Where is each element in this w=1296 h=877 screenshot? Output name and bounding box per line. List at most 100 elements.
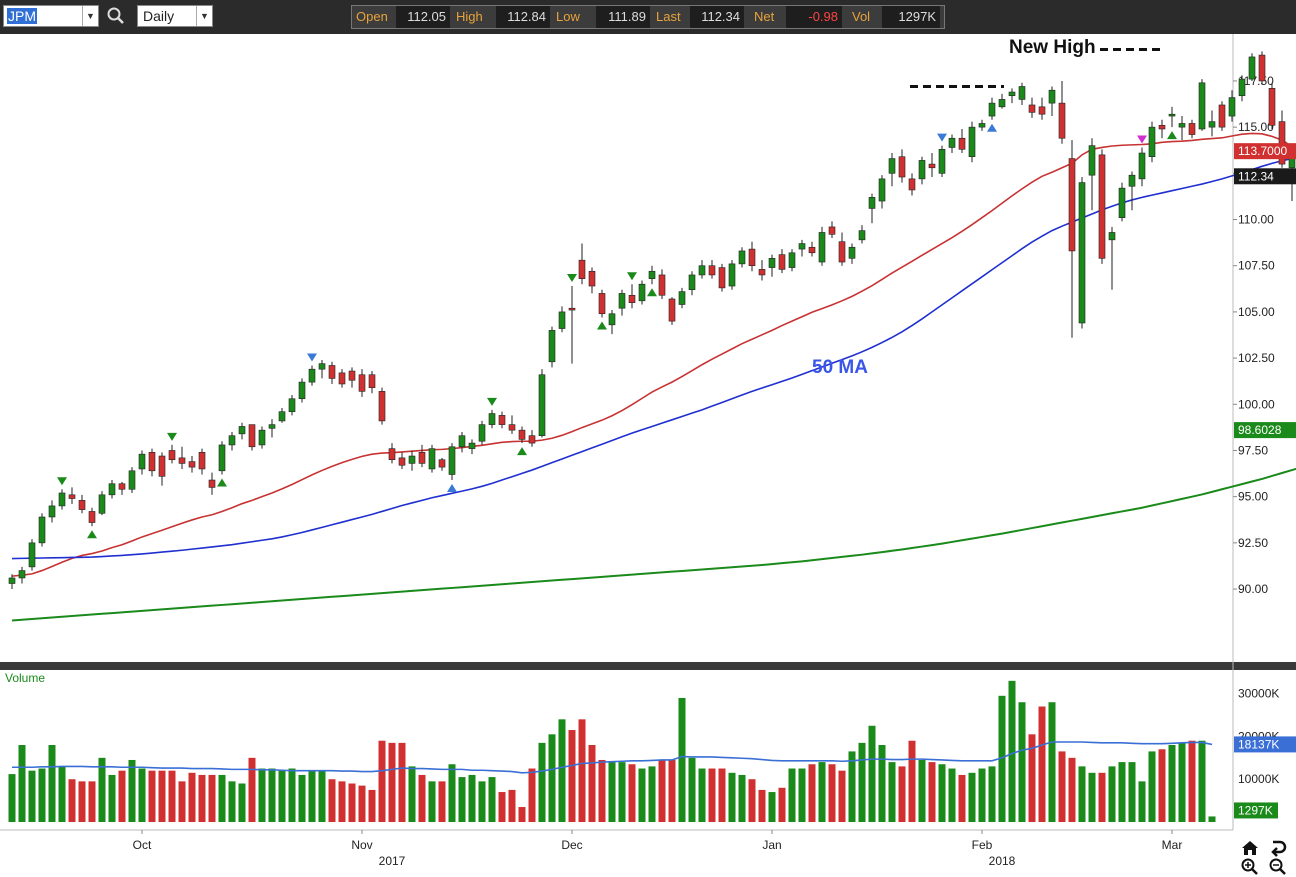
volume-bar[interactable] bbox=[1098, 772, 1106, 822]
candle[interactable] bbox=[298, 381, 306, 400]
symbol-dropdown-icon[interactable]: ▼ bbox=[82, 6, 98, 26]
volume-bar[interactable] bbox=[368, 789, 376, 822]
candle[interactable] bbox=[88, 511, 96, 523]
candle[interactable] bbox=[928, 163, 936, 169]
volume-bar[interactable] bbox=[638, 768, 646, 822]
candle[interactable] bbox=[498, 415, 506, 425]
candle[interactable] bbox=[1278, 121, 1286, 165]
volume-bar[interactable] bbox=[948, 768, 956, 822]
candle[interactable] bbox=[328, 365, 336, 379]
interval-dropdown-icon[interactable]: ▼ bbox=[196, 6, 212, 26]
candle[interactable] bbox=[28, 542, 36, 568]
candle[interactable] bbox=[558, 311, 566, 329]
candle[interactable] bbox=[618, 293, 626, 309]
candle[interactable] bbox=[358, 374, 366, 392]
candle[interactable] bbox=[538, 374, 546, 436]
candle[interactable] bbox=[78, 500, 86, 510]
volume-bar[interactable] bbox=[758, 789, 766, 822]
volume-bar[interactable] bbox=[198, 774, 206, 822]
candle[interactable] bbox=[868, 197, 876, 209]
volume-bar[interactable] bbox=[298, 774, 306, 822]
candle[interactable] bbox=[428, 448, 436, 470]
zoom-out-icon[interactable] bbox=[1268, 857, 1288, 877]
candle[interactable] bbox=[208, 479, 216, 488]
candle[interactable] bbox=[1188, 123, 1196, 135]
volume-bar[interactable] bbox=[698, 768, 706, 822]
candle[interactable] bbox=[308, 368, 316, 383]
volume-bar[interactable] bbox=[738, 774, 746, 822]
volume-bar[interactable] bbox=[228, 781, 236, 822]
candle[interactable] bbox=[858, 230, 866, 241]
volume-bar[interactable] bbox=[1058, 751, 1066, 822]
volume-bar[interactable] bbox=[1028, 734, 1036, 822]
candle[interactable] bbox=[938, 149, 946, 174]
candle[interactable] bbox=[1238, 78, 1246, 97]
candle[interactable] bbox=[718, 267, 726, 289]
candle[interactable] bbox=[1178, 123, 1186, 128]
volume-bar[interactable] bbox=[248, 757, 256, 822]
candle[interactable] bbox=[178, 457, 186, 464]
volume-bar[interactable] bbox=[318, 770, 326, 822]
candle[interactable] bbox=[658, 274, 666, 296]
home-icon[interactable] bbox=[1240, 838, 1260, 858]
volume-bar[interactable] bbox=[898, 766, 906, 822]
candle[interactable] bbox=[888, 158, 896, 174]
candle[interactable] bbox=[1268, 88, 1276, 126]
candle[interactable] bbox=[478, 424, 486, 442]
volume-bar[interactable] bbox=[978, 768, 986, 822]
volume-bar[interactable] bbox=[958, 774, 966, 822]
candle[interactable] bbox=[848, 246, 856, 259]
candle[interactable] bbox=[778, 254, 786, 270]
candle[interactable] bbox=[48, 505, 56, 518]
candle[interactable] bbox=[688, 274, 696, 291]
undo-icon[interactable] bbox=[1268, 838, 1288, 858]
candle[interactable] bbox=[368, 374, 376, 388]
volume-bar[interactable] bbox=[628, 764, 636, 822]
candle[interactable] bbox=[1138, 152, 1146, 180]
volume-bar[interactable] bbox=[598, 759, 606, 822]
symbol-input[interactable]: JPM ▼ bbox=[3, 5, 99, 27]
candle[interactable] bbox=[518, 429, 526, 440]
volume-bar[interactable] bbox=[478, 781, 486, 822]
candle[interactable] bbox=[168, 450, 176, 461]
volume-bar[interactable] bbox=[348, 783, 356, 823]
candle[interactable] bbox=[578, 259, 586, 279]
volume-bar[interactable] bbox=[108, 774, 116, 822]
volume-bar[interactable] bbox=[818, 762, 826, 822]
volume-bar[interactable] bbox=[1048, 702, 1056, 822]
candle[interactable] bbox=[438, 459, 446, 468]
candle[interactable] bbox=[1048, 89, 1056, 104]
candle[interactable] bbox=[128, 470, 136, 490]
candle[interactable] bbox=[1028, 104, 1036, 113]
volume-bar[interactable] bbox=[428, 781, 436, 822]
volume-bar[interactable] bbox=[748, 779, 756, 822]
volume-bar[interactable] bbox=[8, 774, 16, 822]
candle[interactable] bbox=[158, 455, 166, 477]
candle[interactable] bbox=[948, 137, 956, 148]
candle[interactable] bbox=[668, 298, 676, 322]
candle[interactable] bbox=[1078, 182, 1086, 324]
volume-bar[interactable] bbox=[888, 762, 896, 822]
volume-bar[interactable] bbox=[178, 781, 186, 822]
candle[interactable] bbox=[608, 313, 616, 326]
candle[interactable] bbox=[118, 483, 126, 490]
volume-bar[interactable] bbox=[1208, 816, 1216, 822]
candle[interactable] bbox=[408, 455, 416, 464]
volume-bar[interactable] bbox=[498, 792, 506, 822]
volume-bar[interactable] bbox=[388, 742, 396, 822]
volume-bar[interactable] bbox=[1008, 680, 1016, 822]
volume-bar[interactable] bbox=[1128, 762, 1136, 822]
candle[interactable] bbox=[908, 178, 916, 191]
volume-bar[interactable] bbox=[408, 766, 416, 822]
volume-bar[interactable] bbox=[798, 768, 806, 822]
volume-bar[interactable] bbox=[398, 742, 406, 822]
volume-bar[interactable] bbox=[488, 777, 496, 822]
panel-divider[interactable] bbox=[0, 662, 1296, 670]
volume-bar[interactable] bbox=[158, 770, 166, 822]
candle[interactable] bbox=[18, 570, 26, 579]
candle[interactable] bbox=[998, 99, 1006, 108]
candle[interactable] bbox=[628, 294, 636, 303]
candle[interactable] bbox=[108, 483, 116, 496]
volume-bar[interactable] bbox=[358, 785, 366, 822]
candle[interactable] bbox=[1088, 145, 1096, 176]
